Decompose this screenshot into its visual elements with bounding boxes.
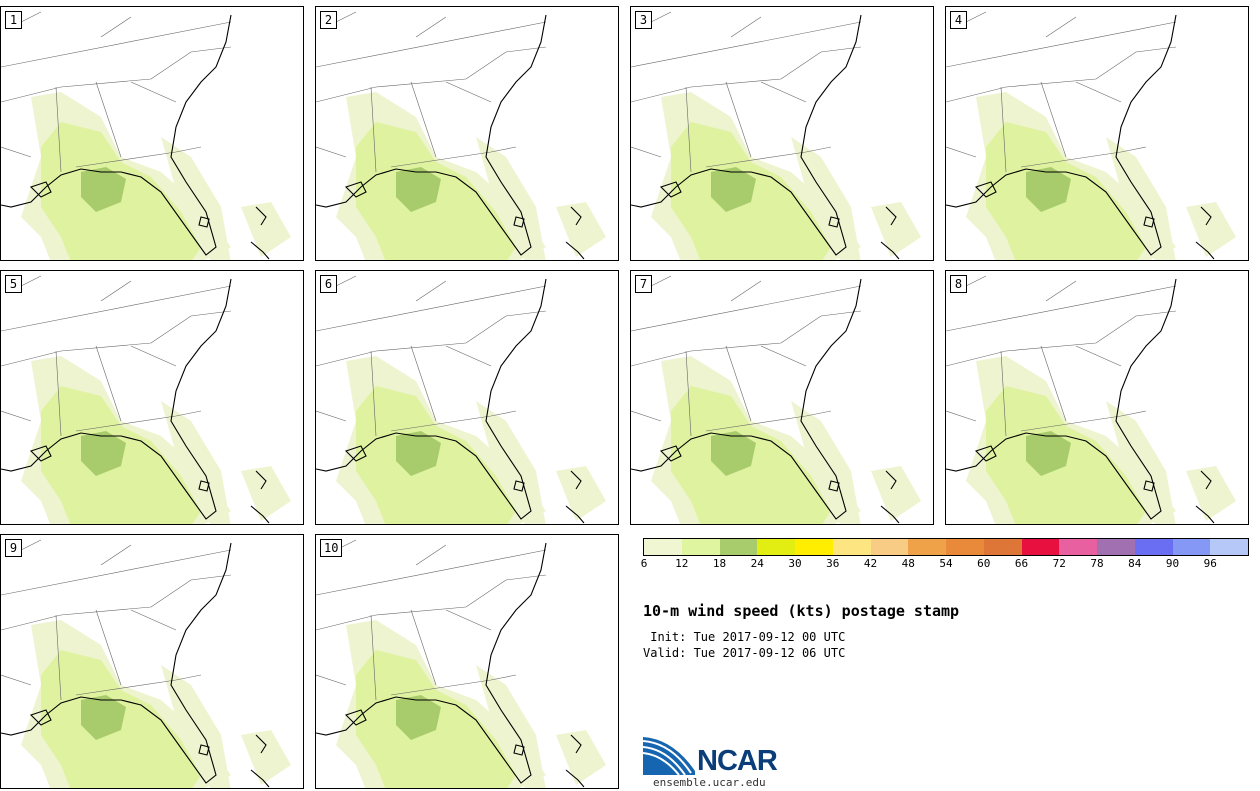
colorbar-tick: 60 bbox=[977, 557, 991, 570]
panel-label: 10 bbox=[320, 539, 343, 557]
colorbar-swatch-5 bbox=[832, 539, 871, 555]
panel-label: 3 bbox=[635, 11, 652, 29]
colorbar-tick: 54 bbox=[939, 557, 953, 570]
colorbar-swatch-1 bbox=[681, 539, 720, 555]
panel-2: 2 bbox=[315, 6, 619, 261]
colorbar-swatch-4 bbox=[795, 539, 833, 555]
panel-7: 7 bbox=[630, 270, 934, 525]
panel-label: 4 bbox=[950, 11, 967, 29]
map-1 bbox=[1, 11, 291, 260]
ncar-logo-icon bbox=[643, 737, 695, 776]
map-5 bbox=[1, 275, 291, 524]
colorbar-tick: 48 bbox=[901, 557, 915, 570]
map-6 bbox=[316, 275, 606, 524]
colorbar-tick: 30 bbox=[788, 557, 802, 570]
colorbar-swatch-3 bbox=[757, 539, 795, 555]
panel-5: 5 bbox=[0, 270, 304, 525]
logo-wordmark: NCAR bbox=[697, 745, 778, 777]
map-2 bbox=[316, 11, 606, 260]
map-4 bbox=[946, 11, 1236, 260]
panel-10: 10 bbox=[315, 534, 619, 789]
panel-3: 3 bbox=[630, 6, 934, 261]
colorbar-tick: 66 bbox=[1014, 557, 1029, 570]
valid-time: Valid: Tue 2017-09-12 06 UTC bbox=[643, 646, 846, 660]
map-10 bbox=[316, 539, 606, 788]
panel-9: 9 bbox=[0, 534, 304, 789]
colorbar-tick: 72 bbox=[1052, 557, 1066, 570]
colorbar-swatch-12 bbox=[1097, 539, 1135, 555]
colorbar-swatch-2 bbox=[719, 539, 758, 555]
panel-label: 1 bbox=[5, 11, 22, 29]
colorbar-swatch-0 bbox=[644, 539, 682, 555]
colorbar-swatch-15 bbox=[1210, 539, 1248, 555]
colorbar-tick: 24 bbox=[750, 557, 764, 570]
colorbar-swatch-9 bbox=[983, 539, 1022, 555]
panel-label: 9 bbox=[5, 539, 22, 557]
panel-label: 5 bbox=[5, 275, 22, 293]
colorbar-tick: 90 bbox=[1165, 557, 1180, 570]
map-9 bbox=[1, 539, 291, 788]
panel-label: 6 bbox=[320, 275, 337, 293]
logo-url: ensemble.ucar.edu bbox=[653, 776, 766, 789]
colorbar-tick: 18 bbox=[712, 557, 727, 570]
colorbar-swatch-13 bbox=[1134, 539, 1173, 555]
colorbar-tick: 78 bbox=[1090, 557, 1104, 570]
colorbar-tick: 6 bbox=[640, 557, 648, 570]
colorbar-swatch-7 bbox=[908, 539, 946, 555]
panel-label: 7 bbox=[635, 275, 652, 293]
init-time: Init: Tue 2017-09-12 00 UTC bbox=[643, 630, 846, 644]
map-7 bbox=[631, 275, 921, 524]
map-8 bbox=[946, 275, 1236, 524]
panel-4: 4 bbox=[945, 6, 1249, 261]
panel-label: 8 bbox=[950, 275, 967, 293]
colorbar-tick: 96 bbox=[1203, 557, 1217, 570]
colorbar-swatch-10 bbox=[1021, 539, 1060, 555]
map-3 bbox=[631, 11, 921, 260]
colorbar-tick: 36 bbox=[826, 557, 840, 570]
colorbar-swatch-6 bbox=[870, 539, 909, 555]
colorbar-swatch-14 bbox=[1172, 539, 1211, 555]
colorbar-swatch-8 bbox=[946, 539, 984, 555]
colorbar-tick: 84 bbox=[1128, 557, 1142, 570]
colorbar-swatch-11 bbox=[1059, 539, 1097, 555]
colorbar bbox=[643, 538, 1249, 556]
panel-label: 2 bbox=[320, 11, 337, 29]
panel-8: 8 bbox=[945, 270, 1249, 525]
panel-1: 1 bbox=[0, 6, 304, 261]
chart-title: 10-m wind speed (kts) postage stamp bbox=[643, 602, 960, 620]
colorbar-tick: 42 bbox=[863, 557, 878, 570]
colorbar-tick: 12 bbox=[675, 557, 689, 570]
panel-6: 6 bbox=[315, 270, 619, 525]
